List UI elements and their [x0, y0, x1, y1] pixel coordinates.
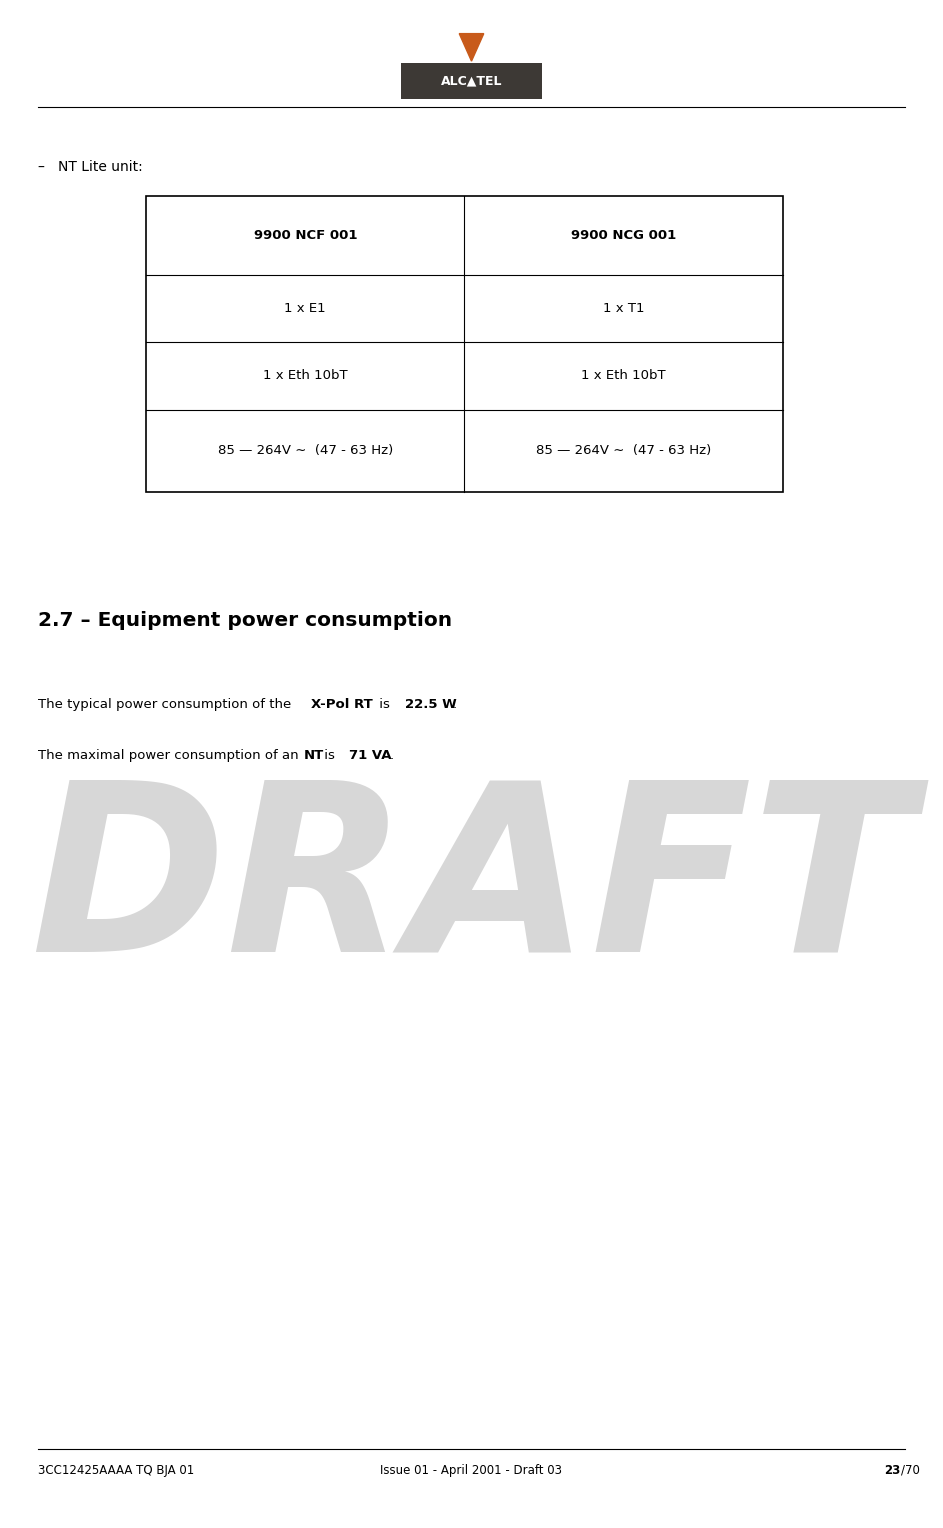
Text: .: .	[389, 749, 393, 762]
Text: X-Pol RT: X-Pol RT	[311, 698, 372, 712]
Text: 1 x Eth 10bT: 1 x Eth 10bT	[581, 370, 666, 382]
Text: 2.7 – Equipment power consumption: 2.7 – Equipment power consumption	[38, 611, 452, 630]
Text: 22.5 W: 22.5 W	[405, 698, 456, 712]
Text: NT: NT	[304, 749, 324, 762]
Text: The maximal power consumption of an: The maximal power consumption of an	[38, 749, 303, 762]
Bar	[146, 196, 783, 492]
Text: 85 — 264V ∼  (47 - 63 Hz): 85 — 264V ∼ (47 - 63 Hz)	[218, 445, 393, 457]
Text: The typical power consumption of the: The typical power consumption of the	[38, 698, 295, 712]
Text: 3CC12425AAAA TQ BJA 01: 3CC12425AAAA TQ BJA 01	[38, 1464, 194, 1478]
Text: is: is	[375, 698, 394, 712]
Text: 71 VA: 71 VA	[349, 749, 391, 762]
Text: 1 x Eth 10bT: 1 x Eth 10bT	[263, 370, 348, 382]
Text: is: is	[320, 749, 339, 762]
Polygon shape	[459, 34, 484, 61]
Text: 9900 NCG 001: 9900 NCG 001	[571, 229, 676, 241]
Text: ALC▲TEL: ALC▲TEL	[440, 75, 503, 87]
Text: /70: /70	[901, 1464, 919, 1478]
Text: 1 x T1: 1 x T1	[603, 303, 644, 315]
Text: –   NT Lite unit:: – NT Lite unit:	[38, 160, 142, 174]
Text: 23: 23	[885, 1464, 901, 1478]
Text: 85 — 264V ∼  (47 - 63 Hz): 85 — 264V ∼ (47 - 63 Hz)	[536, 445, 711, 457]
Text: 1 x E1: 1 x E1	[285, 303, 326, 315]
Text: 9900 NCF 001: 9900 NCF 001	[254, 229, 357, 241]
Text: DRAFT: DRAFT	[30, 772, 913, 1001]
Text: .: .	[453, 698, 456, 712]
FancyBboxPatch shape	[401, 63, 542, 99]
Text: Issue 01 - April 2001 - Draft 03: Issue 01 - April 2001 - Draft 03	[380, 1464, 563, 1478]
